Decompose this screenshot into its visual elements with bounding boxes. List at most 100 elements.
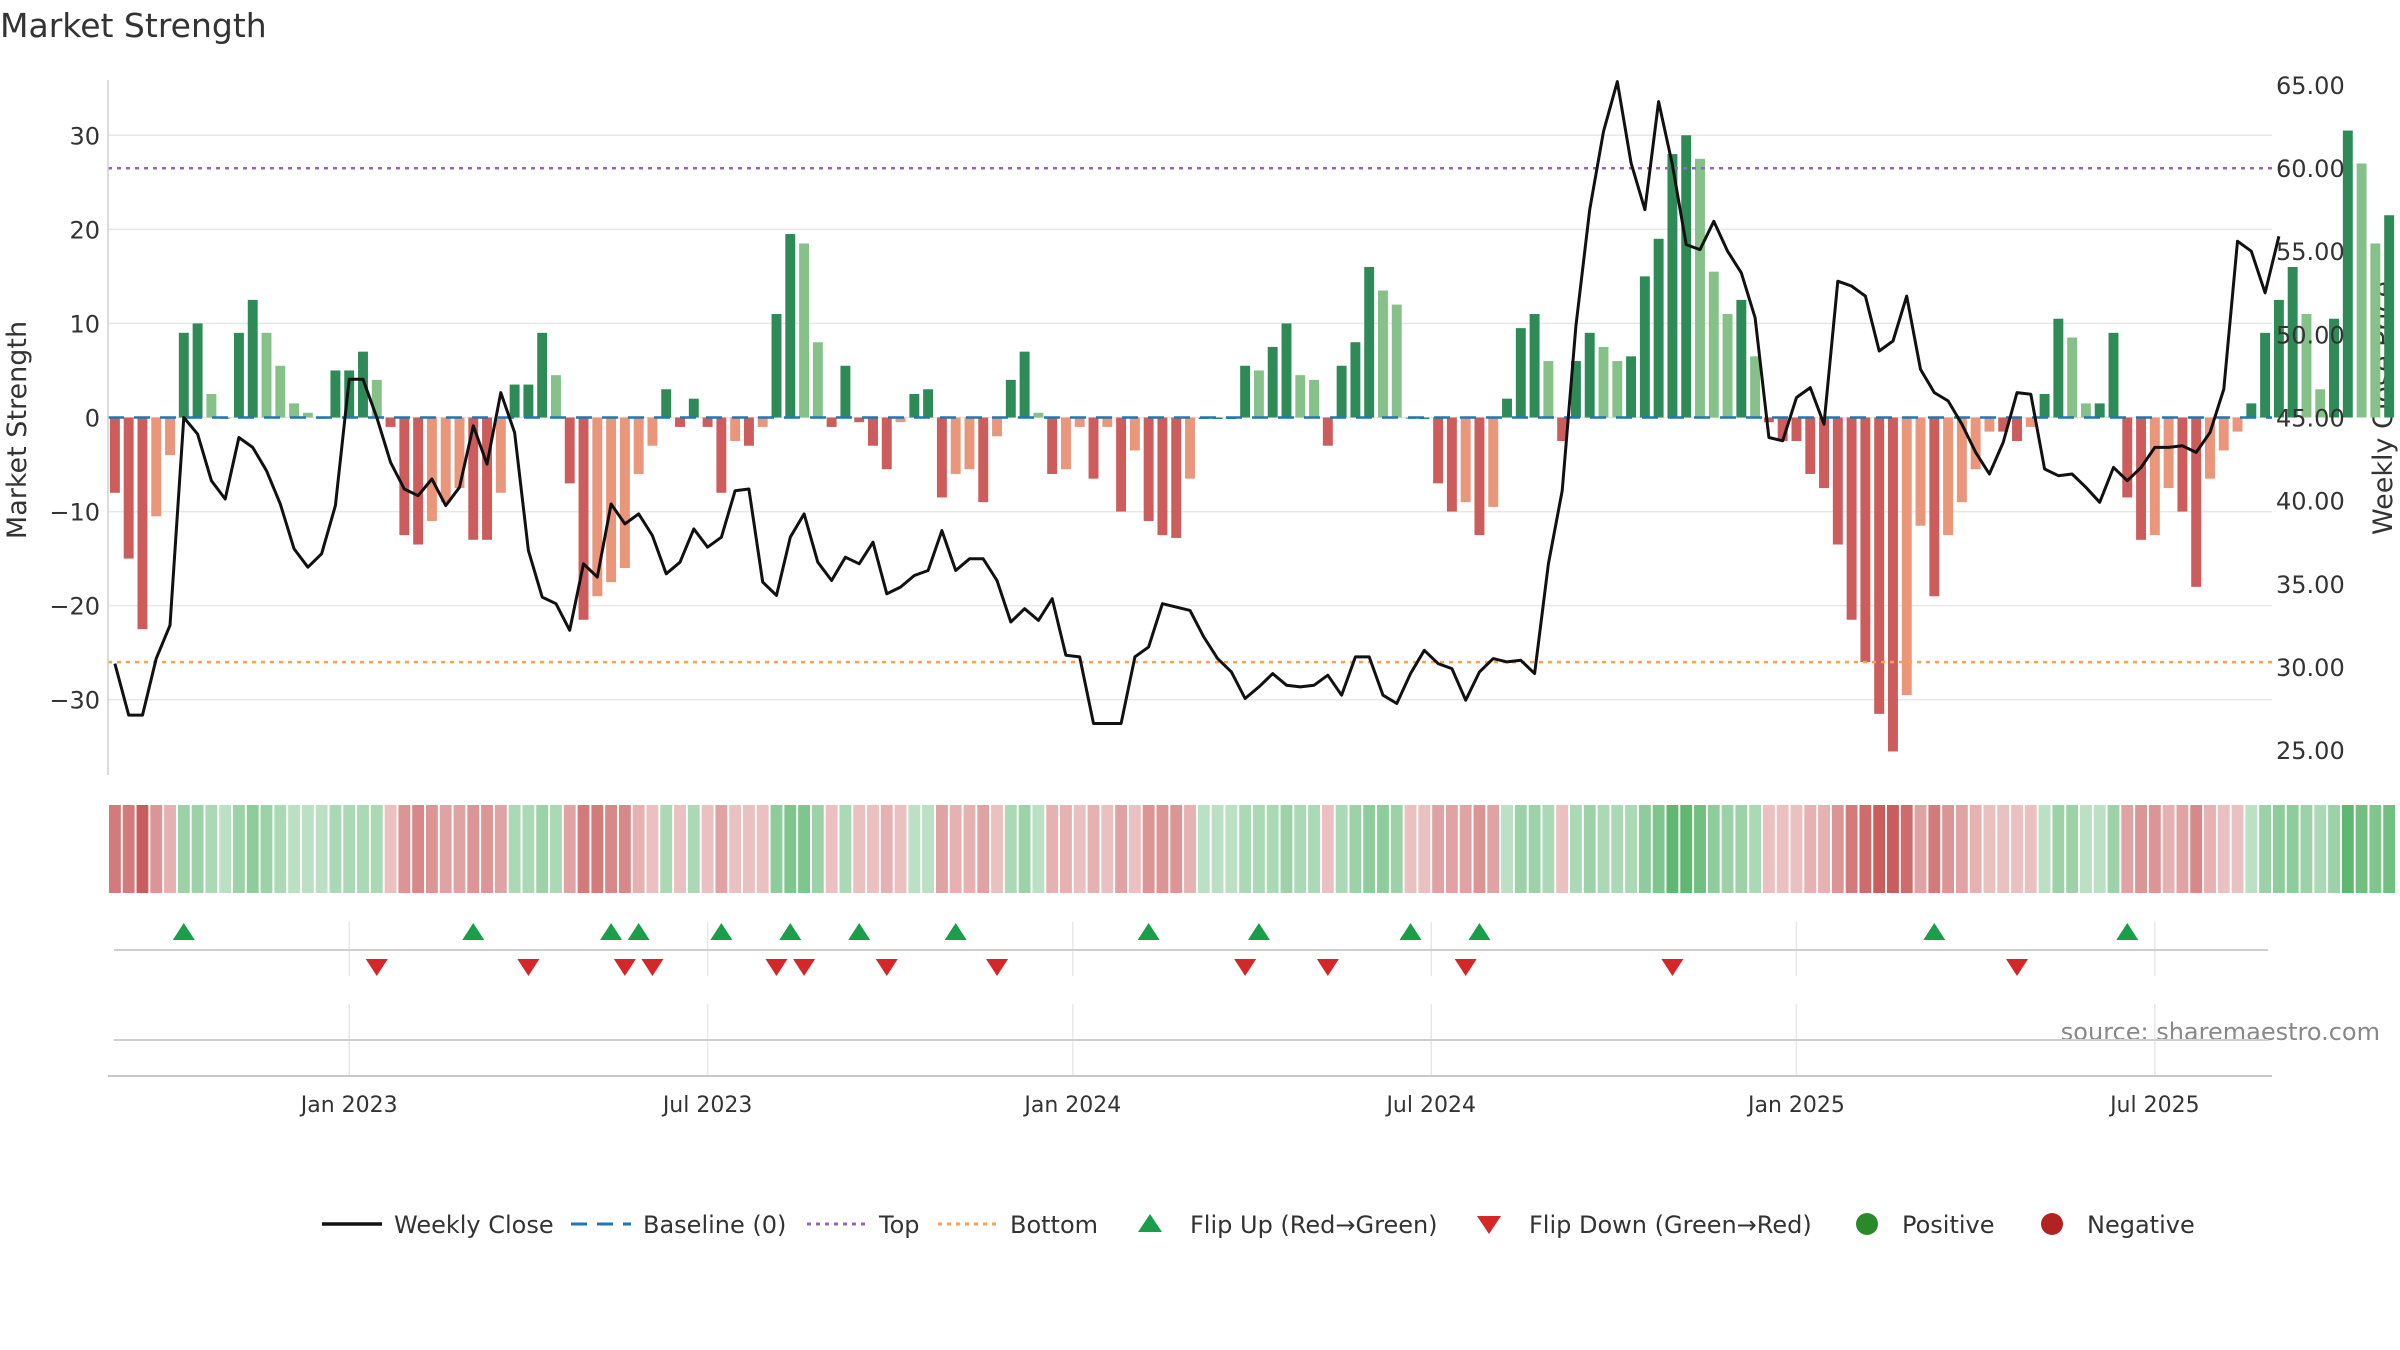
legend-label: Top xyxy=(878,1211,920,1239)
strength-bar xyxy=(2177,417,2188,512)
strength-bar xyxy=(302,412,313,418)
strength-bar xyxy=(895,417,906,423)
strength-bar xyxy=(936,417,947,498)
legend-label: Negative xyxy=(2087,1211,2195,1239)
ribbon-cell xyxy=(398,805,411,893)
ribbon-cell xyxy=(811,805,824,893)
ribbon-cell xyxy=(1308,805,1320,893)
y-left-tick-label: −30 xyxy=(49,687,100,715)
strength-bar xyxy=(371,379,382,418)
ribbon-cell xyxy=(467,805,480,893)
strength-bar xyxy=(192,323,203,418)
ribbon-cell xyxy=(508,805,521,893)
weekly-close-series xyxy=(113,80,2281,725)
legend-label: Bottom xyxy=(1010,1211,1098,1239)
ribbon-cell xyxy=(301,805,314,893)
axis-layer: 30 20 10 0 −10 −20 −30 65.00 60.00 55.00 50.00 45.0… xyxy=(49,72,2344,1118)
ribbon-cell xyxy=(2272,805,2285,893)
ribbon-cell xyxy=(825,805,838,893)
strength-bar xyxy=(1502,398,1512,418)
strength-bar xyxy=(123,417,134,559)
legend-down-triangle-icon xyxy=(1477,1216,1501,1234)
strength-bar xyxy=(1378,290,1388,418)
strength-bar xyxy=(757,417,768,427)
ribbon-cell xyxy=(2217,805,2230,893)
ribbon-cell xyxy=(1638,805,1651,893)
strength-bar xyxy=(1722,314,1733,418)
strength-bar xyxy=(2039,393,2050,418)
strength-bar xyxy=(771,314,782,418)
strength-bar xyxy=(606,417,617,583)
ribbon-cell xyxy=(2079,805,2092,893)
strength-bar xyxy=(2012,417,2022,442)
ribbon-cell xyxy=(260,805,273,893)
strength-bar xyxy=(1529,314,1540,418)
strength-bar xyxy=(619,417,630,569)
strength-bar xyxy=(702,417,713,427)
strength-bar xyxy=(2301,314,2312,418)
legend-circle-icon xyxy=(2041,1213,2063,1235)
strength-bar xyxy=(812,342,823,418)
strength-bar xyxy=(1929,417,1940,597)
strength-bar xyxy=(233,332,244,418)
ribbon-cell xyxy=(963,805,976,893)
strength-bar xyxy=(1322,417,1333,446)
strength-bar xyxy=(1584,332,1595,418)
ribbon-cell xyxy=(1969,805,1982,893)
ribbon-cell xyxy=(494,805,507,893)
strength-ribbon xyxy=(108,805,2396,893)
y-right-tick-label: 40.00 xyxy=(2276,488,2345,516)
ribbon-cell xyxy=(1459,805,1472,893)
strength-bar xyxy=(1102,417,1113,427)
ribbon-cell xyxy=(894,805,907,893)
flip-up-marker xyxy=(1468,923,1491,940)
strength-bar xyxy=(289,403,300,418)
strength-bar xyxy=(344,370,355,418)
ribbon-cell xyxy=(1060,805,1072,893)
ribbon-cell xyxy=(2162,805,2175,893)
flip-down-marker xyxy=(1316,959,1339,976)
ribbon-cell xyxy=(2355,805,2368,893)
strength-bar xyxy=(1088,417,1099,479)
ribbon-cell xyxy=(343,805,356,893)
ribbon-cell xyxy=(1349,805,1362,893)
strength-bar xyxy=(730,417,741,442)
ribbon-cell xyxy=(646,805,659,893)
strength-bar xyxy=(1777,417,1788,442)
flip-up-marker xyxy=(1399,923,1422,940)
ribbon-cell xyxy=(164,805,176,893)
strength-bar xyxy=(1240,365,1251,418)
flip-down-marker xyxy=(986,959,1009,976)
strength-bar xyxy=(1860,417,1871,663)
ribbon-cell xyxy=(1611,805,1624,893)
strength-bar xyxy=(2163,417,2174,489)
y-left-tick-label: −20 xyxy=(49,593,100,621)
ribbon-cell xyxy=(1887,805,1899,893)
strength-bar xyxy=(743,417,754,446)
ribbon-cell xyxy=(1666,805,1679,893)
strength-bar xyxy=(2149,417,2160,536)
ribbon-cell xyxy=(1914,805,1927,893)
strength-bar xyxy=(550,375,561,418)
strength-bar xyxy=(1943,417,1954,536)
strength-bar xyxy=(1832,417,1843,545)
strength-bar xyxy=(109,417,120,493)
ribbon-cell xyxy=(991,805,1003,893)
ribbon-cell xyxy=(1018,805,1031,893)
strength-bar xyxy=(2287,266,2298,418)
ribbon-cell xyxy=(108,805,121,893)
ribbon-cell xyxy=(1432,805,1445,893)
strength-bar xyxy=(661,389,672,418)
ribbon-cell xyxy=(2148,805,2161,893)
ribbon-cell xyxy=(1707,805,1720,893)
y-right-tick-label: 45.00 xyxy=(2276,405,2345,433)
ribbon-cell xyxy=(329,805,342,893)
ribbon-cell xyxy=(687,805,700,893)
strength-bar xyxy=(964,417,975,470)
ribbon-cell xyxy=(618,805,631,893)
ribbon-cell xyxy=(2176,805,2189,893)
legend-up-triangle-icon xyxy=(1138,1214,1162,1232)
ribbon-cell xyxy=(1377,805,1389,893)
ribbon-cell xyxy=(2024,805,2037,893)
